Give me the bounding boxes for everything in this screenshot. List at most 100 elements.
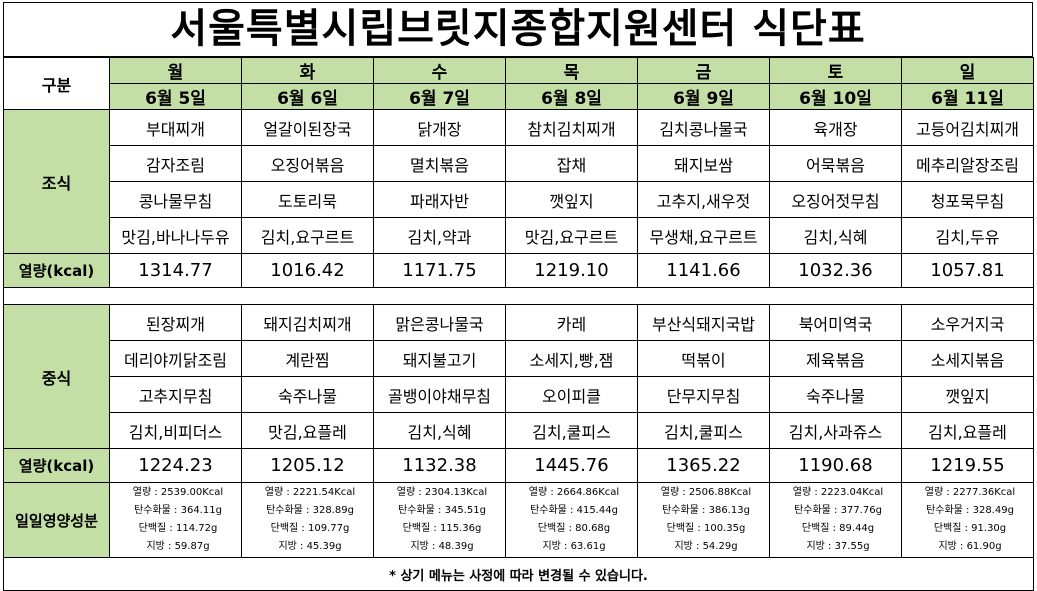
menu-item: 김치,요플레 <box>901 412 1034 449</box>
menu-item: 오이피클 <box>505 376 638 413</box>
spacer-row <box>3 287 1034 305</box>
nutrition-cell: 열량 : 2539.00Kcal 탄수화물 : 364.11g 단백질 : 114.… <box>109 482 242 558</box>
menu-item: 어묵볶음 <box>769 145 902 182</box>
menu-item: 김치,두유 <box>901 217 1034 254</box>
menu-item: 김치,약과 <box>373 217 506 254</box>
kcal-value: 1132.38 <box>373 448 506 483</box>
menu-item: 잡채 <box>505 145 638 182</box>
day-date: 6월 11일 <box>901 83 1034 110</box>
lunch-label: 중식 <box>3 304 110 449</box>
menu-item: 깻잎지 <box>505 181 638 218</box>
menu-item: 돼지불고기 <box>373 340 506 377</box>
menu-item: 고등어김치찌개 <box>901 109 1034 146</box>
kcal-value: 1016.42 <box>241 253 374 288</box>
nutrition-line: 단백질 : 114.72g <box>138 523 218 534</box>
nutrition-line: 탄수화물 : 386.13g <box>662 505 750 516</box>
kcal-value: 1314.77 <box>109 253 242 288</box>
nutrition-line: 지방 : 54.29g <box>674 541 738 552</box>
menu-item: 김치,식혜 <box>373 412 506 449</box>
nutrition-line: 지방 : 48.39g <box>410 541 474 552</box>
nutrition-line: 탄수화물 : 328.49g <box>926 505 1014 516</box>
nutrition-row: 일일영양성분 열량 : 2539.00Kcal 탄수화물 : 364.11g 단백질 … <box>3 482 1034 558</box>
breakfast-menu-row: 조식 부대찌개 얼갈이된장국 닭개장 참치김치찌개 김치콩나물국 육개장 고등어김치찌개 <box>3 109 1034 254</box>
menu-item: 얼갈이된장국 <box>241 109 374 146</box>
nutrition-line: 열량 : 2304.13Kcal <box>396 487 488 498</box>
menu-item: 맑은콩나물국 <box>373 304 506 341</box>
day-name: 금 <box>637 57 770 84</box>
menu-item: 김치,식혜 <box>769 217 902 254</box>
day-name: 수 <box>373 57 506 84</box>
menu-item: 북어미역국 <box>769 304 902 341</box>
lunch-menu-row: 데리야끼닭조림 계란찜 돼지불고기 소세지,빵,잼 떡볶이 제육볶음 소세지볶음 <box>4 340 1034 377</box>
nutrition-cell: 열량 : 2221.54Kcal 탄수화물 : 328.89g 단백질 : 109.… <box>241 482 374 558</box>
kcal-value: 1205.12 <box>241 448 374 483</box>
breakfast-kcal-label: 열량(kcal) <box>3 253 110 288</box>
menu-item: 김치,사과쥬스 <box>769 412 902 449</box>
lunch-menu-row: 중식 된장찌개 돼지김치찌개 맑은콩나물국 카레 부산식돼지국밥 북어미역국 소우거지국 <box>3 304 1034 449</box>
menu-item: 숙주나물 <box>769 376 902 413</box>
nutrition-cell: 열량 : 2506.88Kcal 탄수화물 : 386.13g 단백질 : 100.… <box>637 482 770 558</box>
nutrition-line: 지방 : 59.87g <box>146 541 210 552</box>
menu-item: 된장찌개 <box>109 304 242 341</box>
nutrition-line: 지방 : 63.61g <box>542 541 606 552</box>
footer-note: * 상기 메뉴는 사정에 따라 변경될 수 있습니다. <box>3 557 1034 591</box>
day-date: 6월 10일 <box>769 83 902 110</box>
menu-item: 맛김,요구르트 <box>505 217 638 254</box>
day-date: 6월 8일 <box>505 83 638 110</box>
nutrition-label: 일일영양성분 <box>3 482 110 558</box>
day-name: 월 <box>109 57 242 84</box>
menu-item: 데리야끼닭조림 <box>109 340 242 377</box>
nutrition-cell: 열량 : 2277.36Kcal 탄수화물 : 328.49g 단백질 : 91.3… <box>901 482 1034 558</box>
nutrition-cell: 열량 : 2664.86Kcal 탄수화물 : 415.44g 단백질 : 80.6… <box>505 482 638 558</box>
nutrition-line: 탄수화물 : 415.44g <box>530 505 618 516</box>
menu-item: 김치콩나물국 <box>637 109 770 146</box>
breakfast-kcal-row: 열량(kcal) 1314.77 1016.42 1171.75 1219.10 1141… <box>3 253 1034 288</box>
lunch-kcal-row: 열량(kcal) 1224.23 1205.12 1132.38 1445.76 1365… <box>3 448 1034 483</box>
category-header: 구분 <box>3 57 110 110</box>
nutrition-line: 단백질 : 80.68g <box>537 523 611 534</box>
breakfast-menu-row: 감자조림 오징어볶음 멸치볶음 잡채 돼지보쌈 어묵볶음 메추리알장조림 <box>4 145 1034 182</box>
menu-item: 계란찜 <box>241 340 374 377</box>
nutrition-line: 지방 : 61.90g <box>938 541 1002 552</box>
day-name: 화 <box>241 57 374 84</box>
menu-item: 파래자반 <box>373 181 506 218</box>
menu-item: 콩나물무침 <box>109 181 242 218</box>
kcal-value: 1219.55 <box>901 448 1034 483</box>
menu-item: 골뱅이야채무침 <box>373 376 506 413</box>
day-name: 일 <box>901 57 1034 84</box>
menu-item: 메추리알장조림 <box>901 145 1034 182</box>
menu-item: 떡볶이 <box>637 340 770 377</box>
menu-item: 육개장 <box>769 109 902 146</box>
menu-item: 고추지,새우젓 <box>637 181 770 218</box>
menu-item: 부대찌개 <box>109 109 242 146</box>
menu-item: 무생채,요구르트 <box>637 217 770 254</box>
nutrition-line: 탄수화물 : 364.11g <box>134 505 222 516</box>
kcal-value: 1445.76 <box>505 448 638 483</box>
nutrition-line: 열량 : 2664.86Kcal <box>528 487 620 498</box>
nutrition-line: 열량 : 2506.88Kcal <box>660 487 752 498</box>
page-title: 서울특별시립브릿지종합지원센터 식단표 <box>3 2 1033 57</box>
menu-item: 숙주나물 <box>241 376 374 413</box>
menu-item: 김치,쿨피스 <box>505 412 638 449</box>
kcal-value: 1171.75 <box>373 253 506 288</box>
breakfast-label: 조식 <box>3 109 110 254</box>
menu-item: 돼지보쌈 <box>637 145 770 182</box>
nutrition-line: 단백질 : 115.36g <box>402 523 482 534</box>
menu-item: 멸치볶음 <box>373 145 506 182</box>
day-name: 목 <box>505 57 638 84</box>
breakfast-menu-row: 콩나물무침 도토리묵 파래자반 깻잎지 고추지,새우젓 오징어젓무침 청포묵무침 <box>4 181 1034 218</box>
lunch-menu-row: 고추지무침 숙주나물 골뱅이야채무침 오이피클 단무지무침 숙주나물 깻잎지 <box>4 376 1034 413</box>
menu-item: 오징어볶음 <box>241 145 374 182</box>
menu-item: 김치,쿨피스 <box>637 412 770 449</box>
nutrition-line: 탄수화물 : 345.51g <box>398 505 486 516</box>
day-date: 6월 7일 <box>373 83 506 110</box>
menu-item: 부산식돼지국밥 <box>637 304 770 341</box>
breakfast-menu-row: 맛김,바나나두유 김치,요구르트 김치,약과 맛김,요구르트 무생채,요구르트 김치,식혜… <box>4 217 1034 254</box>
nutrition-line: 단백질 : 91.30g <box>933 523 1007 534</box>
spacer-cell <box>3 287 1034 305</box>
nutrition-line: 단백질 : 100.35g <box>666 523 746 534</box>
nutrition-line: 탄수화물 : 328.89g <box>266 505 354 516</box>
nutrition-line: 열량 : 2277.36Kcal <box>924 487 1016 498</box>
